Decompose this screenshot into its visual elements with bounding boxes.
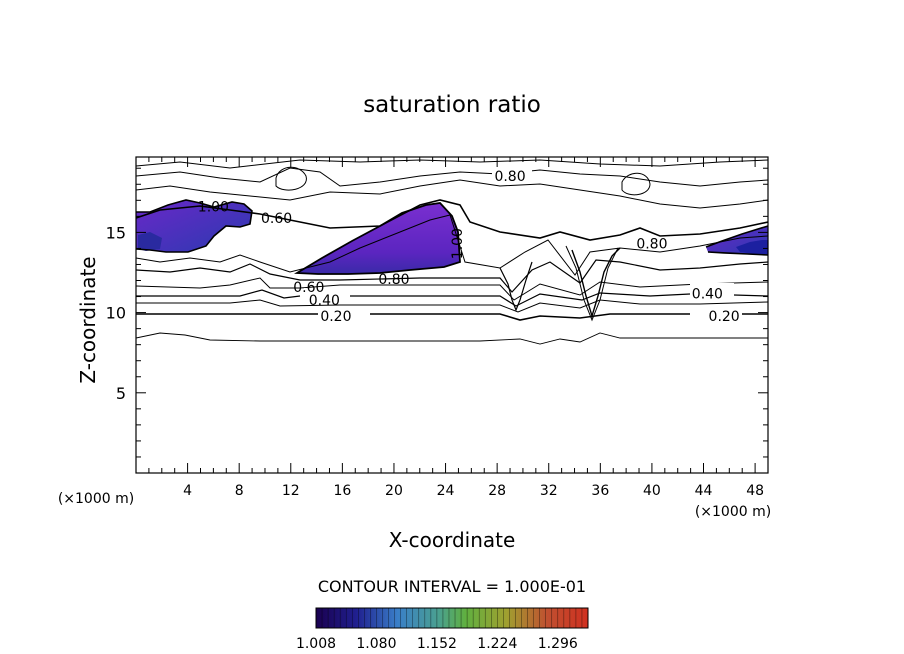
contour-0.10: [136, 332, 768, 345]
x-tick-label: 48: [746, 483, 764, 499]
x-unit-label: (×1000 m): [695, 504, 771, 520]
contour-trough-36b: [565, 245, 619, 322]
colorbar-tick-label: 1.152: [417, 636, 457, 652]
x-tick-label: 4: [183, 483, 192, 499]
plot-frame: [135, 156, 769, 474]
contour-label: 0.40: [309, 293, 340, 309]
shaded-core-left: [138, 232, 162, 251]
colorbar: [315, 607, 589, 629]
x-tick-label: 44: [695, 483, 713, 499]
contour-label: 0.20: [709, 309, 740, 325]
colorbar-tick-labels: 1.008 1.080 1.152 1.224 1.296: [296, 636, 578, 652]
contour-labels: 0.20 0.200.40 0.400.600.800.800.601.00 0.80…: [198, 169, 740, 325]
contour-1.00-right: [705, 225, 768, 256]
chart-title: saturation ratio: [363, 92, 541, 118]
y-unit-label: (×1000 m): [58, 491, 134, 507]
x-tick-label: 28: [488, 483, 506, 499]
contour-0.30: [136, 299, 768, 313]
contour-label: 0.60: [293, 280, 324, 296]
x-tick-label: 16: [333, 483, 351, 499]
contour-label: 1.00: [450, 228, 466, 259]
x-tick-label: 32: [540, 483, 558, 499]
contour-1.00-left: [136, 199, 253, 253]
contour-label: 0.80: [494, 169, 525, 185]
x-tick-label: 8: [235, 483, 244, 499]
x-axis-ticks: 4 8 12 16 20 24 28 32 36 40 44 48: [148, 157, 764, 499]
contour-0.90: [136, 179, 768, 209]
x-tick-label: 12: [282, 483, 300, 499]
contour-field: [136, 159, 768, 345]
contour-0.40: [136, 289, 768, 307]
contour-label: 1.00: [198, 200, 229, 216]
contour-cell-right: [621, 172, 651, 196]
shaded-region-left: [136, 200, 252, 252]
contour-upper-1: [136, 167, 768, 187]
contour-0.20: [136, 313, 768, 321]
contour-label: 0.20: [320, 309, 351, 325]
contour-0.60: [136, 259, 768, 293]
colorbar-tick-label: 1.080: [356, 636, 396, 652]
x-tick-label: 40: [643, 483, 661, 499]
contour-trough-31: [499, 261, 533, 312]
contour-upper-2: [136, 159, 768, 169]
x-tick-label: 24: [437, 483, 455, 499]
contour-label-boxes: [304, 167, 740, 322]
colorbar-tick-label: 1.296: [538, 636, 578, 652]
colorbar-stripes: [321, 608, 583, 628]
shaded-region-center: [297, 203, 460, 274]
y-axis-ticks: 5 10 15: [106, 167, 768, 458]
x-tick-label: 36: [591, 483, 609, 499]
contour-cell-top: [275, 166, 307, 191]
contour-0.50: [136, 277, 768, 301]
colorbar-tick-label: 1.008: [296, 636, 336, 652]
colorbar-tick-label: 1.224: [477, 636, 517, 652]
shaded-core-right: [736, 240, 768, 254]
contour-trough-36: [571, 247, 621, 319]
contour-lines: [136, 159, 768, 345]
y-tick-label: 5: [116, 384, 126, 403]
contour-label: 0.80: [378, 272, 409, 288]
contour-interval-text: CONTOUR INTERVAL = 1.000E-01: [318, 577, 586, 596]
y-axis-label: Z-coordinate: [76, 256, 100, 383]
contour-0.80: [136, 199, 768, 241]
x-tick-label: 20: [385, 483, 403, 499]
contour-label: 0.40: [692, 286, 723, 302]
y-tick-label: 15: [106, 223, 126, 242]
contour-label: 0.80: [636, 237, 667, 253]
contour-label: 0.60: [261, 211, 292, 227]
contour-1.00: [293, 202, 461, 275]
y-tick-label: 10: [106, 304, 126, 323]
x-axis-label: X-coordinate: [389, 528, 516, 552]
